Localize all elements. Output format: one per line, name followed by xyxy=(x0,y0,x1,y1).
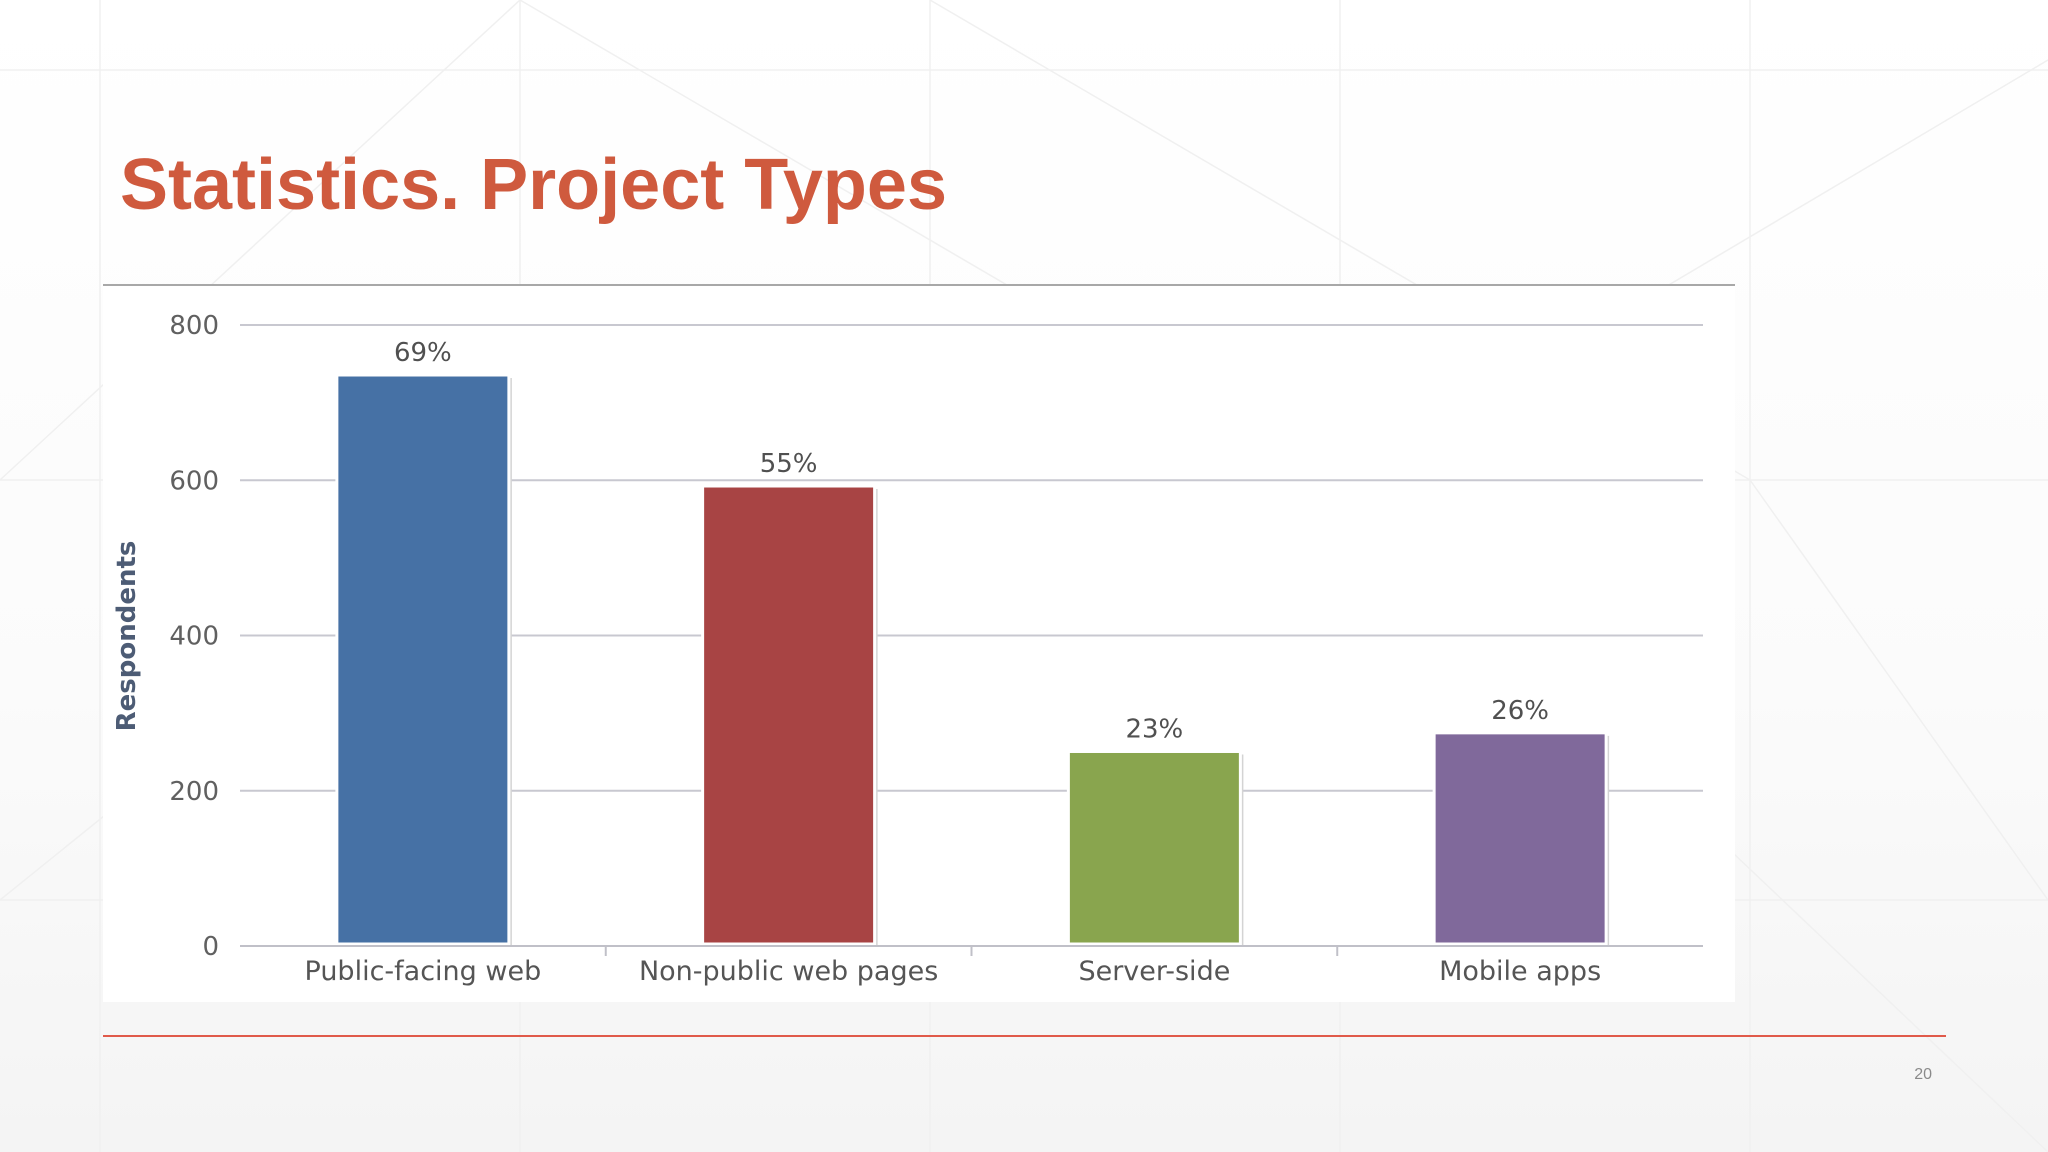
data-label: 26% xyxy=(1491,696,1549,726)
x-tick-label: Mobile apps xyxy=(1439,956,1601,987)
bar xyxy=(1066,749,1242,946)
y-tick-label: 600 xyxy=(169,466,219,496)
data-label: 23% xyxy=(1125,714,1183,744)
y-axis-label: Respondents xyxy=(112,541,142,732)
bar xyxy=(335,373,511,946)
slide-title: Statistics. Project Types xyxy=(120,145,947,225)
data-label: 69% xyxy=(394,338,452,368)
bar-chart-canvas: 0 200 400 600 800 Respondents 69% 55% 23% 26% P… xyxy=(112,311,1703,987)
page-number: 20 xyxy=(1914,1066,1932,1083)
bar xyxy=(701,484,877,946)
x-tick-label: Server-side xyxy=(1078,956,1230,987)
bars xyxy=(335,373,1610,947)
x-tick-label: Non-public web pages xyxy=(639,956,938,987)
x-axis-ticks: Public-facing web Non-public web pages Ser… xyxy=(305,956,1602,987)
y-tick-label: 200 xyxy=(169,777,219,807)
footer-rule xyxy=(103,1035,1946,1037)
data-label: 55% xyxy=(760,449,818,479)
y-tick-label: 800 xyxy=(169,311,219,341)
y-axis-ticks: 0 200 400 600 800 xyxy=(169,311,219,962)
y-tick-label: 400 xyxy=(169,622,219,652)
x-axis-separators xyxy=(604,946,1339,956)
bar-chart: 0 200 400 600 800 Respondents 69% 55% 23% 26% P… xyxy=(103,284,1735,1002)
data-labels: 69% 55% 23% 26% xyxy=(394,338,1549,744)
bar xyxy=(1432,731,1608,946)
y-tick-label: 0 xyxy=(202,932,219,962)
x-tick-label: Public-facing web xyxy=(305,956,542,987)
